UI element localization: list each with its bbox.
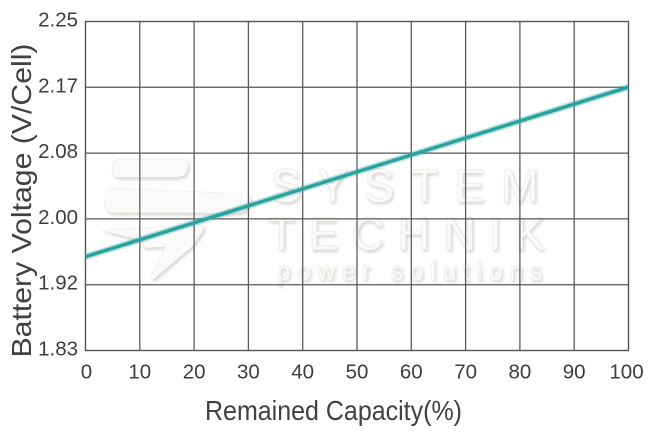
svg-text:10: 10: [128, 361, 151, 384]
svg-text:90: 90: [563, 361, 586, 384]
svg-text:20: 20: [183, 361, 206, 384]
svg-text:30: 30: [237, 361, 260, 384]
svg-text:2.08: 2.08: [38, 140, 78, 163]
svg-text:2.25: 2.25: [38, 9, 78, 32]
svg-text:50: 50: [346, 361, 369, 384]
svg-text:Remained Capacity(%): Remained Capacity(%): [205, 395, 462, 426]
svg-text:100: 100: [609, 361, 643, 384]
svg-text:Battery Voltage (V/Cell): Battery Voltage (V/Cell): [6, 44, 37, 358]
svg-text:1.92: 1.92: [38, 272, 78, 295]
svg-text:0: 0: [81, 361, 92, 384]
svg-text:1.83: 1.83: [38, 338, 78, 361]
svg-text:2.00: 2.00: [38, 206, 78, 229]
svg-text:80: 80: [508, 361, 531, 384]
svg-text:60: 60: [400, 361, 423, 384]
svg-text:70: 70: [454, 361, 477, 384]
svg-text:2.17: 2.17: [38, 74, 78, 97]
svg-text:power solutions: power solutions: [277, 256, 549, 286]
svg-text:40: 40: [291, 361, 314, 384]
svg-text:TECHNIK: TECHNIK: [268, 208, 558, 260]
